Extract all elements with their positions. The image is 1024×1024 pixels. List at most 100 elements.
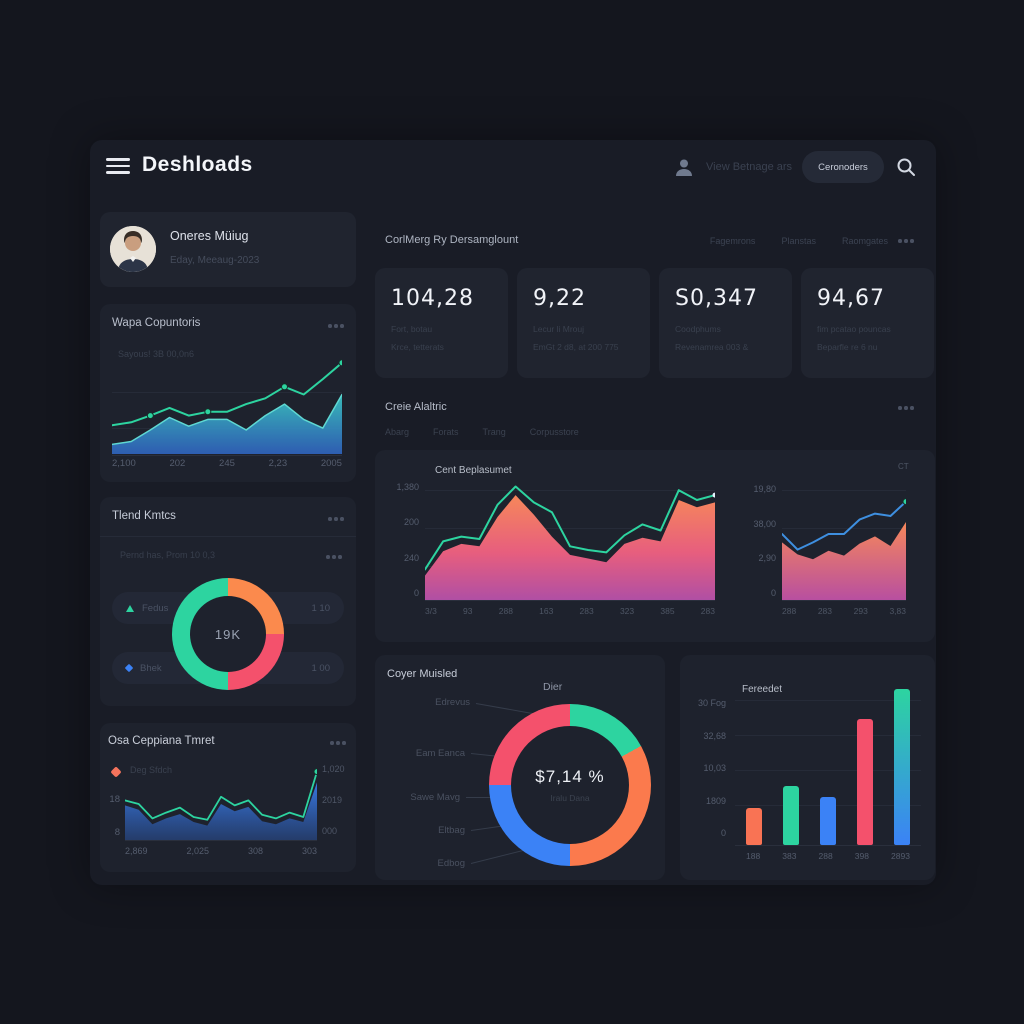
tick-label: 283 xyxy=(700,606,715,616)
side-y-axis: 19,80 38,00 2,90 0 xyxy=(740,484,776,598)
bottom-donut-center-subtitle: Iralu Dana xyxy=(550,793,590,803)
more-icon[interactable] xyxy=(326,555,330,559)
tick-label: 3/3 xyxy=(425,606,437,616)
connector-line xyxy=(466,797,498,798)
bar xyxy=(894,689,911,845)
stat-caption: Beparfle re 6 nu xyxy=(817,342,878,352)
profile-name: Oneres Müiug xyxy=(170,229,249,243)
tick-label: 2005 xyxy=(320,458,342,469)
analytics-section-title: Creie Alaltric xyxy=(385,401,447,413)
bar-chart xyxy=(735,689,921,845)
analytics-tab[interactable]: Abarg xyxy=(385,427,410,437)
bar-chart-title: Fereedet xyxy=(742,684,783,695)
tick-label: 8 xyxy=(114,827,120,838)
stat-caption: Coodphums xyxy=(675,324,721,334)
tick-label: 2,90 xyxy=(758,553,776,564)
tick-label: 303 xyxy=(301,846,317,856)
bar xyxy=(745,807,762,845)
wave-x-axis: 2,100 202 245 2,23 2005 xyxy=(112,458,342,469)
profile-subtitle: Eday, Meeaug-2023 xyxy=(170,255,260,266)
tick-label: 2,869 xyxy=(125,846,148,856)
bars-x-axis: 188 383 288 398 2893 xyxy=(735,851,921,861)
tick-label: 385 xyxy=(660,606,675,616)
tick-label: 398 xyxy=(854,851,869,861)
gridline xyxy=(782,490,906,491)
more-icon[interactable] xyxy=(330,741,334,745)
tick-label: 2,025 xyxy=(186,846,210,856)
tick-label: 32,68 xyxy=(703,730,726,741)
axis-line xyxy=(425,600,715,601)
stat-value: 94,67 xyxy=(817,286,885,311)
stats-tab[interactable]: Planstas xyxy=(781,236,816,246)
tick-label: 245 xyxy=(219,458,235,469)
side-chart-corner-label[interactable]: CT xyxy=(898,462,909,471)
analytics-tab[interactable]: Corpusstore xyxy=(529,427,579,437)
tick-label: 000 xyxy=(322,826,338,836)
tick-label: 383 xyxy=(782,851,797,861)
tick-label: 163 xyxy=(539,606,554,616)
stat-caption: EmGt 2 d8, at 200 775 xyxy=(533,342,619,352)
menu-icon[interactable] xyxy=(106,158,130,174)
gridline xyxy=(782,528,906,529)
more-icon[interactable] xyxy=(328,324,332,328)
search-icon[interactable] xyxy=(894,155,918,184)
gridline xyxy=(425,528,715,529)
stat-caption: Krce, tetterats xyxy=(391,342,444,352)
tick-label: 283 xyxy=(817,606,832,616)
main-chart xyxy=(425,485,715,600)
gridline xyxy=(735,770,921,771)
bars-y-axis: 30 Fog 32,68 10,03 1809 0 xyxy=(686,698,726,838)
tick-label: 293 xyxy=(853,606,868,616)
tick-label: 240 xyxy=(403,552,419,563)
bottom-donut-center-value: $7,14 % xyxy=(535,767,605,786)
wave-chart-subtitle: Sayous! 3B 00,0n6 xyxy=(118,349,195,359)
stat-caption: fim pcatao pouncas xyxy=(817,324,891,334)
bar xyxy=(782,785,799,845)
donut-segment-label: Eltbag xyxy=(438,825,465,836)
tick-label: 93 xyxy=(463,606,473,616)
analytics-tabs: Abarg Forats Trang Corpusstore xyxy=(385,427,579,437)
user-icon[interactable] xyxy=(672,155,696,184)
tick-label: 200 xyxy=(403,517,419,528)
stat-value: 9,22 xyxy=(533,286,586,311)
tick-label: 2019 xyxy=(322,795,343,805)
stat-caption: Revenamrea 003 & xyxy=(675,342,749,352)
header-user-text: View Betnage ars xyxy=(706,161,793,173)
tick-label: 0 xyxy=(770,587,776,598)
stats-tab[interactable]: Raomgates xyxy=(841,236,888,246)
tick-label: 2,23 xyxy=(268,458,288,469)
tick-label: 0 xyxy=(413,587,419,598)
wave-chart-title: Wapa Copuntoris xyxy=(112,317,201,329)
bottom-donut-hole: $7,14 % Iralu Dana xyxy=(511,726,629,844)
stat-caption: Fort, botau xyxy=(391,324,433,334)
mini-chart xyxy=(125,768,317,840)
axis-line xyxy=(782,600,906,601)
analytics-tab[interactable]: Forats xyxy=(433,427,459,437)
tick-label: 308 xyxy=(247,846,263,856)
legend-value: 1 00 xyxy=(311,662,331,674)
tick-label: 3,83 xyxy=(889,606,906,616)
tick-label: 2893 xyxy=(891,851,910,861)
donut-segment-label: Eam Eanca xyxy=(415,748,465,759)
axis-line xyxy=(125,840,317,841)
more-icon[interactable] xyxy=(328,517,332,521)
main-x-axis: 3/3 93 288 163 283 323 385 283 xyxy=(425,606,715,616)
header-action-button[interactable]: Ceronoders xyxy=(802,151,884,183)
tick-label: 1,380 xyxy=(396,482,419,492)
tick-label: 10,03 xyxy=(703,763,726,773)
stat-caption: Lecur li Mrouj xyxy=(533,324,585,334)
more-icon[interactable] xyxy=(898,406,902,410)
trend-donut-hole: 19K xyxy=(190,596,266,672)
tick-label: 283 xyxy=(579,606,594,616)
stats-tab[interactable]: Fagemrons xyxy=(709,236,756,246)
bar-chart-card xyxy=(680,655,935,880)
gridline xyxy=(735,700,921,701)
donut-segment-label: Edbog xyxy=(437,858,465,869)
mini-x-axis: 2,869 2,025 308 303 xyxy=(125,846,317,856)
tick-label: 30 Fog xyxy=(697,698,726,708)
stats-tabs: Fagemrons Planstas Raomgates xyxy=(620,236,888,246)
more-icon[interactable] xyxy=(898,239,902,243)
analytics-tab[interactable]: Trang xyxy=(482,427,506,437)
legend-label: Bhek xyxy=(140,662,162,674)
axis-line xyxy=(735,845,921,846)
